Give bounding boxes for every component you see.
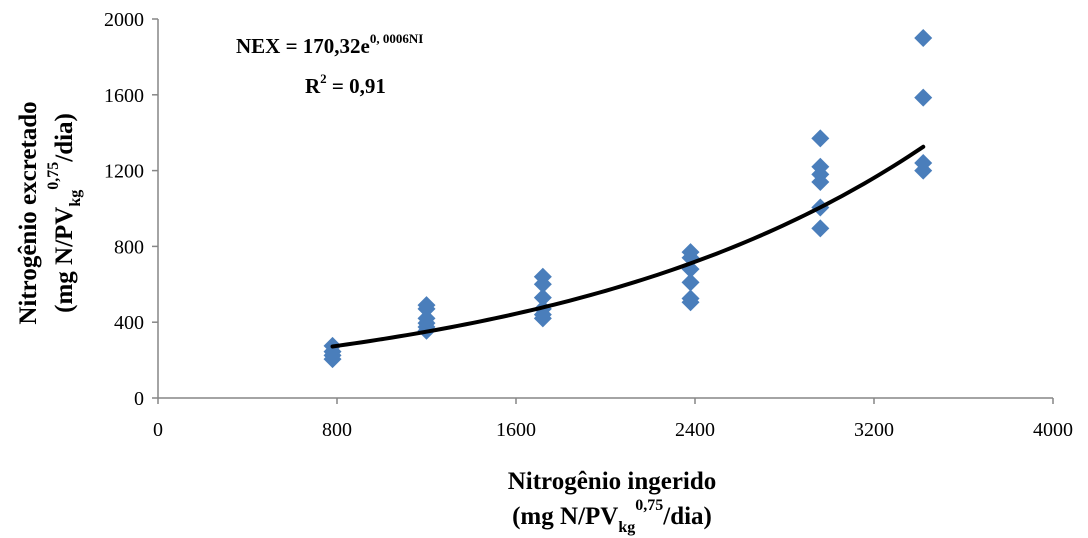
y-tick-label: 2000: [104, 9, 144, 31]
y-unit-b: /dia): [51, 113, 78, 163]
equation-main: NEX = 170,32e: [236, 34, 370, 58]
exponential-trendline: [330, 144, 926, 349]
data-point: [417, 299, 436, 318]
data-point: [533, 275, 552, 294]
x-unit-a: (mg N/PV: [512, 503, 618, 530]
y-tick-label: 1200: [104, 161, 144, 183]
y-tick-label: 800: [114, 236, 144, 258]
x-axis-ticks: 0 800 1600 2400 3200 4000: [153, 398, 1073, 441]
y-unit-sup: 0,75: [45, 162, 62, 190]
r2-prefix: R: [305, 74, 321, 98]
x-unit-sub: kg: [618, 519, 635, 536]
data-point: [681, 273, 700, 292]
y-axis-title-line2: (mg N/PVkg 0,75/dia): [45, 113, 84, 313]
data-point: [323, 350, 342, 369]
data-point: [811, 172, 830, 191]
x-tick-label: 1600: [496, 419, 536, 441]
data-point: [914, 28, 933, 47]
y-tick-label: 400: [114, 312, 144, 334]
y-axis-ticks: 0 400 800 1200 1600 2000: [104, 9, 158, 410]
x-tick-label: 0: [153, 419, 163, 441]
data-point: [681, 293, 700, 312]
y-unit-sub: kg: [67, 190, 84, 207]
data-point: [914, 88, 933, 107]
x-axis-title-line2: (mg N/PVkg0,75/dia): [512, 497, 712, 536]
data-point: [811, 129, 830, 148]
x-unit-b: /dia): [662, 503, 712, 530]
r-squared-label: R2 = 0,91: [305, 71, 386, 98]
y-axis-title-line1: Nitrogênio excretado: [15, 101, 42, 324]
x-axis-title-line1: Nitrogênio ingerido: [508, 468, 717, 495]
x-tick-label: 3200: [854, 419, 894, 441]
y-unit-a: (mg N/PV: [51, 207, 78, 313]
data-point: [533, 288, 552, 307]
equation-exponent: 0, 0006NI: [370, 31, 423, 46]
x-tick-label: 4000: [1033, 419, 1073, 441]
r2-superscript: 2: [320, 71, 327, 86]
data-point: [914, 161, 933, 180]
y-tick-label: 1600: [104, 85, 144, 107]
r2-value: = 0,91: [327, 74, 386, 98]
y-axis-title: Nitrogênio excretado (mg N/PVkg 0,75/dia): [15, 101, 84, 324]
x-tick-label: 800: [322, 419, 352, 441]
data-point: [533, 309, 552, 328]
data-point: [811, 219, 830, 238]
x-tick-label: 2400: [675, 419, 715, 441]
x-unit-sup: 0,75: [635, 497, 663, 514]
trendline-equation: NEX = 170,32e0, 0006NI: [236, 31, 423, 58]
y-tick-label: 0: [134, 388, 144, 410]
